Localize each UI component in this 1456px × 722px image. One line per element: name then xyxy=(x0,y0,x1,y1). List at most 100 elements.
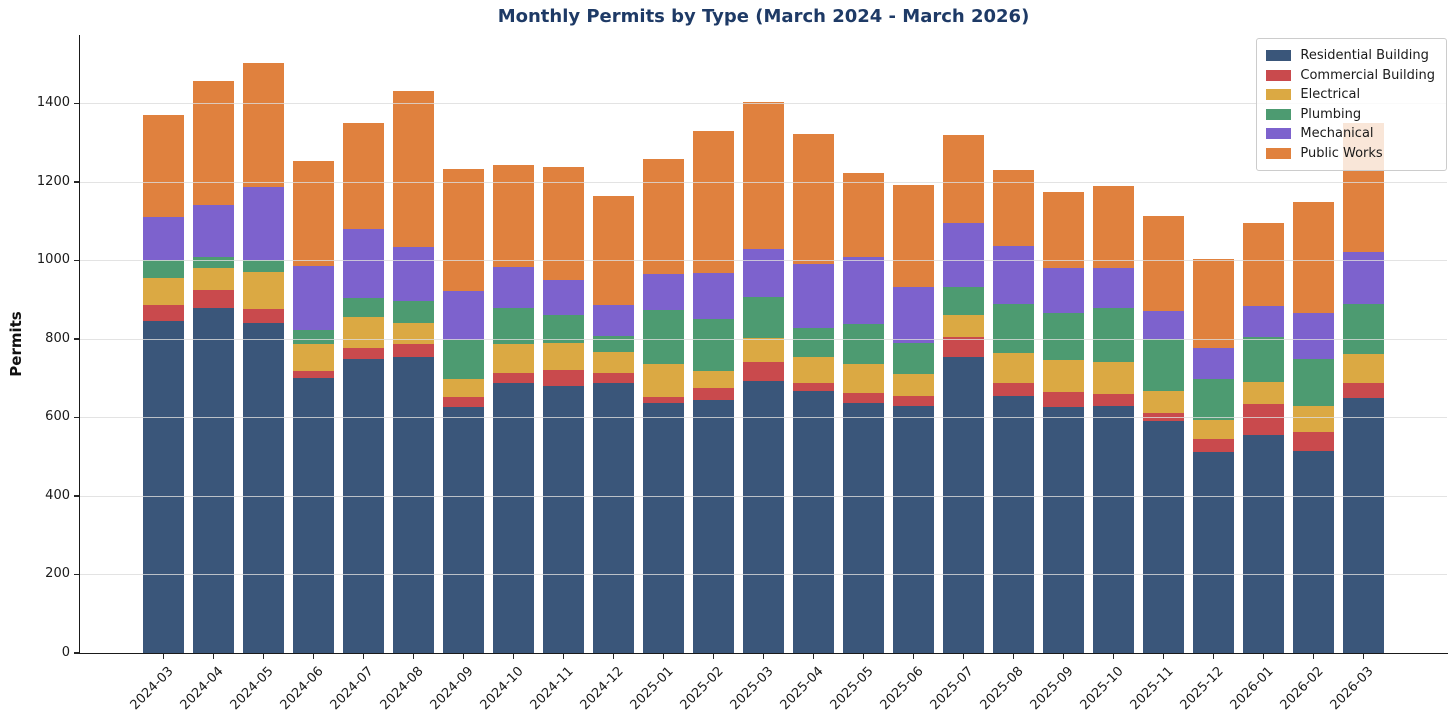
bar-2024-09-plumbing xyxy=(443,340,484,379)
legend-swatch-commercial-building xyxy=(1266,69,1292,81)
bar-2025-04-plumbing xyxy=(793,328,834,357)
bar-2025-03-plumbing xyxy=(743,296,784,338)
bar-2026-01-commercial-building xyxy=(1243,404,1284,436)
bar-2024-09-public-works xyxy=(443,169,484,291)
bar-2024-03-residential-building xyxy=(143,320,184,653)
bar-2025-05-public-works xyxy=(843,172,884,257)
bar-2025-06-residential-building xyxy=(893,405,934,653)
bar-2025-04-public-works xyxy=(793,133,834,265)
bar-2025-02-residential-building xyxy=(693,400,734,653)
legend-item-residential-building: Residential Building xyxy=(1266,46,1435,66)
bar-2025-09-plumbing xyxy=(1043,313,1084,361)
bar-2025-02-public-works xyxy=(693,130,734,273)
x-tick xyxy=(1312,654,1315,659)
x-tick xyxy=(962,654,965,659)
bar-2024-08-commercial-building xyxy=(393,344,434,358)
bar-2024-05-public-works xyxy=(243,62,284,187)
bar-2024-11-plumbing xyxy=(543,314,584,344)
y-tick-label: 1200 xyxy=(36,173,70,189)
x-tick xyxy=(562,654,565,659)
bar-2025-09-residential-building xyxy=(1043,406,1084,653)
bar-2025-09-mechanical xyxy=(1043,268,1084,314)
bar-2026-02-public-works xyxy=(1293,201,1334,314)
bar-2024-08-residential-building xyxy=(393,357,434,653)
bar-2024-11-mechanical xyxy=(543,280,584,315)
bar-2024-04-public-works xyxy=(193,80,234,205)
bar-2024-04-plumbing xyxy=(193,256,234,268)
x-tick xyxy=(1212,654,1215,659)
bar-2025-06-electrical xyxy=(893,374,934,396)
x-tick xyxy=(312,654,315,659)
bar-2024-12-electrical xyxy=(593,351,634,374)
x-tick xyxy=(1162,654,1165,659)
bar-2025-05-commercial-building xyxy=(843,392,884,403)
bar-2025-11-plumbing xyxy=(1143,339,1184,391)
bar-2025-02-commercial-building xyxy=(693,388,734,401)
bar-2024-05-plumbing xyxy=(243,259,284,272)
x-tick xyxy=(262,654,265,659)
plot-area xyxy=(80,35,1447,653)
bar-2025-01-residential-building xyxy=(643,402,684,653)
bar-2024-08-public-works xyxy=(393,91,434,247)
x-tick xyxy=(212,654,215,659)
bar-2024-04-electrical xyxy=(193,267,234,291)
bar-2024-11-electrical xyxy=(543,343,584,370)
bar-2025-07-commercial-building xyxy=(943,336,984,358)
bar-2025-06-commercial-building xyxy=(893,395,934,406)
bar-2024-03-public-works xyxy=(143,115,184,218)
bar-2024-05-residential-building xyxy=(243,323,284,653)
bar-2025-04-electrical xyxy=(793,356,834,383)
bar-2025-01-public-works xyxy=(643,159,684,275)
bar-2026-02-mechanical xyxy=(1293,313,1334,360)
bar-2024-07-plumbing xyxy=(343,298,384,318)
y-tick xyxy=(74,102,79,104)
chart-title: Monthly Permits by Type (March 2024 - Ma… xyxy=(497,6,1030,27)
bar-2024-04-mechanical xyxy=(193,205,234,257)
bar-2024-10-commercial-building xyxy=(493,372,534,383)
bar-2025-05-plumbing xyxy=(843,323,884,365)
y-tick xyxy=(74,416,79,419)
bar-2025-06-plumbing xyxy=(893,342,934,375)
x-tick xyxy=(1112,654,1115,659)
y-tick xyxy=(74,181,79,183)
bar-2025-07-residential-building xyxy=(943,357,984,653)
x-tick xyxy=(512,654,515,659)
bar-2024-04-commercial-building xyxy=(193,290,234,309)
bar-2026-02-residential-building xyxy=(1293,450,1334,653)
legend-item-electrical: Electrical xyxy=(1266,85,1435,105)
legend-label: Commercial Building xyxy=(1300,67,1435,83)
bar-2025-01-plumbing xyxy=(643,310,684,364)
bar-2025-10-mechanical xyxy=(1093,267,1134,309)
legend-label: Electrical xyxy=(1300,87,1361,103)
bar-2025-09-electrical xyxy=(1043,360,1084,392)
x-tick xyxy=(762,654,765,659)
y-tick-label: 1400 xyxy=(36,95,70,111)
bar-2026-02-plumbing xyxy=(1293,359,1334,407)
bar-2025-04-residential-building xyxy=(793,390,834,653)
bar-2025-08-mechanical xyxy=(993,246,1034,304)
bar-2024-12-plumbing xyxy=(593,336,634,352)
bar-2024-05-mechanical xyxy=(243,186,284,260)
bar-2026-03-electrical xyxy=(1343,354,1384,383)
bar-2026-02-commercial-building xyxy=(1293,431,1334,451)
bar-2026-01-residential-building xyxy=(1243,435,1284,653)
x-tick xyxy=(862,654,865,659)
bar-2024-08-mechanical xyxy=(393,246,434,301)
y-tick xyxy=(74,338,79,340)
bar-2024-06-residential-building xyxy=(293,378,334,653)
x-tick xyxy=(712,654,715,659)
bar-2024-09-mechanical xyxy=(443,290,484,341)
y-tick xyxy=(74,573,79,576)
gridline-600 xyxy=(80,417,1447,419)
bar-2025-04-commercial-building xyxy=(793,382,834,391)
bar-2025-07-mechanical xyxy=(943,223,984,288)
bar-2025-11-residential-building xyxy=(1143,420,1184,653)
y-tick xyxy=(74,652,79,654)
bar-2025-12-public-works xyxy=(1193,259,1234,348)
bar-2025-07-public-works xyxy=(943,135,984,224)
gridline-800 xyxy=(80,338,1447,340)
x-tick xyxy=(362,654,365,659)
legend-swatch-plumbing xyxy=(1266,108,1292,120)
x-tick xyxy=(1012,654,1015,659)
